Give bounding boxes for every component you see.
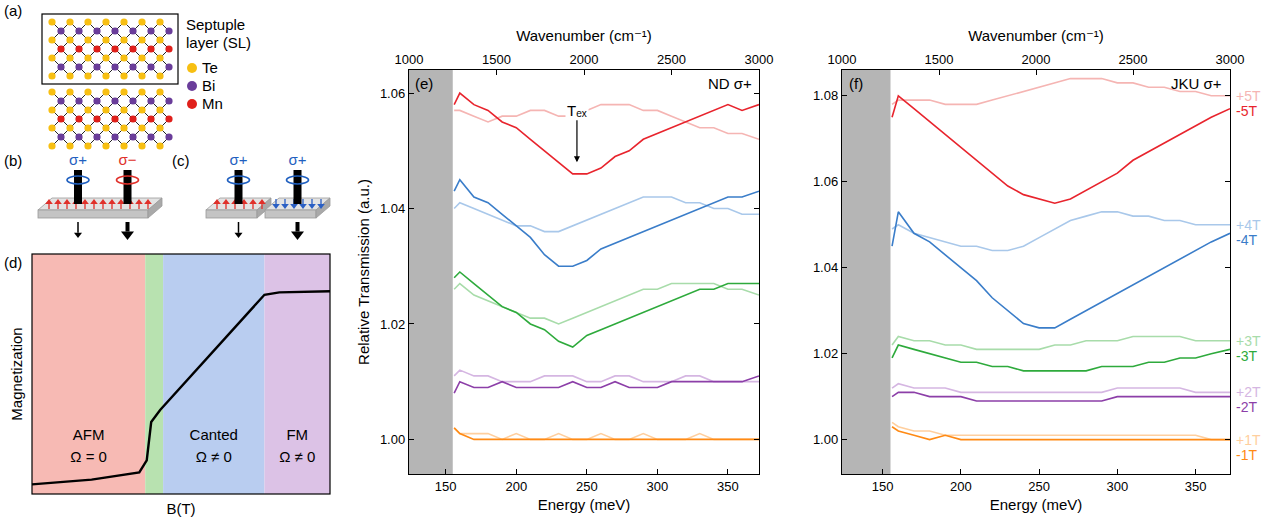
svg-text:2500: 2500 [657, 52, 686, 67]
svg-text:1.08: 1.08 [813, 88, 838, 103]
svg-text:Wavenumber (cm⁻¹): Wavenumber (cm⁻¹) [516, 27, 652, 44]
svg-text:1.02: 1.02 [813, 346, 838, 361]
svg-text:(d): (d) [4, 254, 22, 271]
svg-text:σ−: σ− [118, 151, 136, 168]
svg-text:FM: FM [286, 426, 308, 443]
svg-text:3000: 3000 [1216, 52, 1245, 67]
svg-text:2000: 2000 [570, 52, 599, 67]
svg-text:150: 150 [435, 479, 457, 494]
svg-text:σ+: σ+ [69, 151, 87, 168]
svg-text:-2T: -2T [1236, 399, 1257, 415]
svg-text:ND σ+: ND σ+ [708, 75, 752, 92]
svg-text:Bi: Bi [202, 77, 215, 94]
svg-text:Ω = 0: Ω = 0 [70, 448, 107, 465]
svg-text:(f): (f) [849, 75, 863, 92]
svg-text:1.04: 1.04 [813, 260, 838, 275]
svg-text:+4T: +4T [1236, 217, 1261, 233]
svg-text:1500: 1500 [482, 52, 511, 67]
svg-text:1000: 1000 [828, 52, 857, 67]
svg-text:σ+: σ+ [229, 151, 247, 168]
svg-text:1000: 1000 [395, 52, 424, 67]
svg-text:(c): (c) [172, 152, 190, 169]
svg-text:Energy (meV): Energy (meV) [538, 496, 631, 513]
svg-text:+5T: +5T [1236, 88, 1261, 104]
svg-text:200: 200 [505, 479, 527, 494]
svg-text:1.02: 1.02 [380, 316, 405, 331]
svg-text:350: 350 [717, 479, 739, 494]
svg-text:Energy (meV): Energy (meV) [990, 496, 1083, 513]
svg-text:2000: 2000 [1022, 52, 1051, 67]
svg-text:350: 350 [1185, 479, 1207, 494]
svg-text:AFM: AFM [73, 426, 105, 443]
svg-text:2500: 2500 [1119, 52, 1148, 67]
svg-text:Ω ≠ 0: Ω ≠ 0 [279, 448, 315, 465]
svg-text:layer (SL): layer (SL) [186, 34, 251, 51]
svg-text:-3T: -3T [1236, 348, 1257, 364]
svg-text:+1T: +1T [1236, 432, 1261, 448]
svg-text:Te: Te [202, 59, 218, 76]
svg-text:250: 250 [1028, 479, 1050, 494]
svg-text:1500: 1500 [925, 52, 954, 67]
svg-text:Canted: Canted [190, 426, 238, 443]
svg-text:(a): (a) [4, 2, 22, 19]
svg-text:250: 250 [576, 479, 598, 494]
svg-text:-1T: -1T [1236, 447, 1257, 463]
svg-text:1.00: 1.00 [813, 432, 838, 447]
svg-text:+2T: +2T [1236, 384, 1261, 400]
svg-text:Wavenumber (cm⁻¹): Wavenumber (cm⁻¹) [968, 27, 1104, 44]
svg-text:B(T): B(T) [166, 500, 195, 517]
svg-text:1.06: 1.06 [813, 174, 838, 189]
svg-text:200: 200 [950, 479, 972, 494]
svg-text:Relative Transmission (a.u.): Relative Transmission (a.u.) [355, 179, 372, 365]
svg-text:1.06: 1.06 [380, 86, 405, 101]
svg-text:JKU σ+: JKU σ+ [1171, 75, 1222, 92]
svg-text:300: 300 [647, 479, 669, 494]
svg-text:(b): (b) [4, 152, 22, 169]
svg-text:+3T: +3T [1236, 333, 1261, 349]
svg-text:σ+: σ+ [288, 151, 306, 168]
svg-text:-4T: -4T [1236, 232, 1257, 248]
svg-text:3000: 3000 [745, 52, 774, 67]
svg-text:Tₑₓ: Tₑₓ [567, 102, 587, 119]
svg-text:Ω ≠ 0: Ω ≠ 0 [196, 448, 232, 465]
svg-text:1.04: 1.04 [380, 201, 405, 216]
svg-text:-5T: -5T [1236, 103, 1257, 119]
svg-text:150: 150 [872, 479, 894, 494]
svg-text:Magnetization: Magnetization [8, 327, 25, 420]
svg-text:(e): (e) [415, 75, 433, 92]
svg-text:1.00: 1.00 [380, 432, 405, 447]
svg-text:Septuple: Septuple [186, 16, 245, 33]
svg-text:Mn: Mn [202, 95, 223, 112]
svg-text:300: 300 [1106, 479, 1128, 494]
